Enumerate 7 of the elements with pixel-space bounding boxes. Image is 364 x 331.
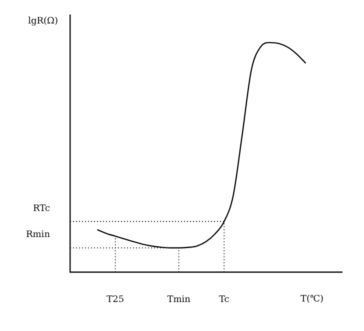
x-axis-title: T(℃) xyxy=(300,294,324,305)
ref-line-label: RTc xyxy=(33,204,50,214)
x-tick-label: Tmin xyxy=(167,294,191,305)
x-tick-label: T25 xyxy=(106,294,124,305)
x-tick-label: Tc xyxy=(218,294,230,305)
ref-line-label: Rmin xyxy=(26,230,50,240)
y-axis-title: lgR(Ω) xyxy=(28,16,58,26)
